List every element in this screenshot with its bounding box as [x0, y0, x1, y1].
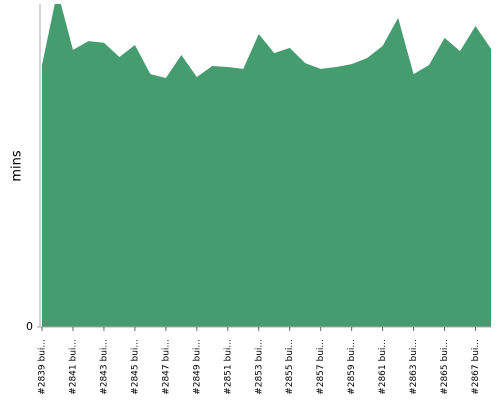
- x-tick-label: #2845 bui...: [130, 339, 140, 395]
- y-axis-label: mins: [10, 150, 25, 182]
- x-tick-label: #2861 bui...: [378, 339, 388, 395]
- area: [42, 4, 491, 327]
- x-tick-label: #2859 bui...: [347, 339, 357, 395]
- x-tick-label: #2839 bui...: [38, 339, 48, 395]
- x-tick-label: #2843 bui...: [99, 339, 109, 395]
- y-tick-label: 0: [26, 320, 33, 333]
- x-tick-label: #2857 bui...: [316, 339, 326, 395]
- x-tick-label: #2865 bui...: [440, 339, 450, 395]
- x-tick-label: #2863 bui...: [409, 339, 419, 395]
- x-tick-label: #2847 bui...: [161, 339, 171, 395]
- x-tick-label: #2855 bui...: [285, 339, 295, 395]
- x-tick-label: #2849 bui...: [192, 339, 202, 395]
- x-tick-label: #2853 bui...: [254, 339, 264, 395]
- x-tick-label: #2841 bui...: [68, 339, 78, 395]
- x-tick-label: #2851 bui...: [223, 339, 233, 395]
- x-tick-label: #2867 bui...: [471, 339, 481, 395]
